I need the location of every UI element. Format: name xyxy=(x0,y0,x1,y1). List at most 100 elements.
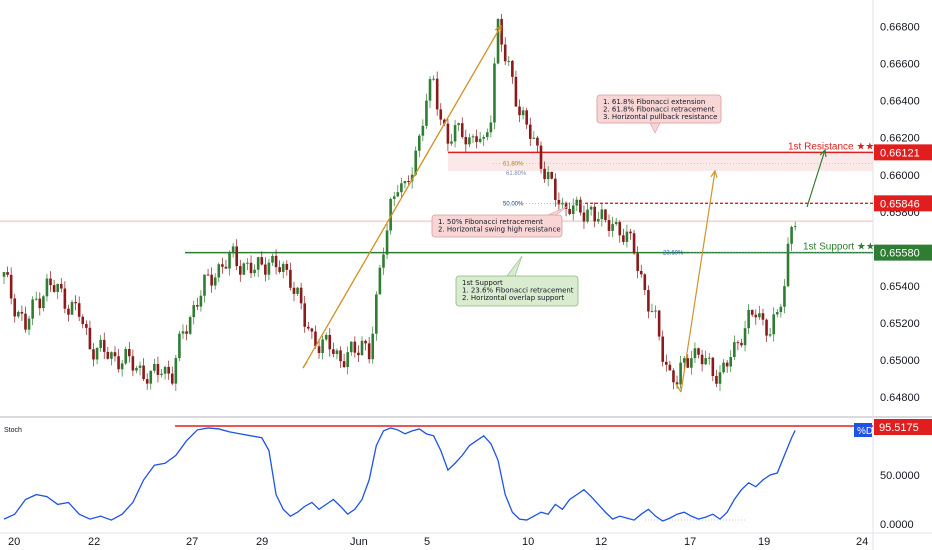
time-tick-label: 29 xyxy=(256,536,268,548)
candle-body xyxy=(643,274,647,291)
candle-body xyxy=(342,361,346,368)
candle-body xyxy=(503,44,507,62)
candle-body xyxy=(49,278,52,286)
candle-body xyxy=(618,222,622,236)
candle-body xyxy=(192,305,196,318)
level-price-value: 0.65580 xyxy=(880,248,920,260)
fib-level-label: 61.80% xyxy=(506,171,527,177)
candle-body xyxy=(443,119,446,124)
candle-body xyxy=(464,136,468,145)
candle-body xyxy=(783,286,786,307)
candle-body xyxy=(178,333,181,359)
candle-body xyxy=(242,263,246,275)
candle-body xyxy=(339,350,342,362)
stoch-label: Stoch xyxy=(4,427,22,434)
candle-body xyxy=(733,342,736,358)
candle-body xyxy=(661,336,665,362)
candle-body xyxy=(793,226,797,228)
candle-body xyxy=(271,255,274,263)
price-tick-label: 0.66000 xyxy=(880,170,920,182)
level-name: 1st Support ★★ xyxy=(803,242,875,253)
candle-body xyxy=(145,379,149,384)
candle-body xyxy=(740,342,743,346)
candle-body xyxy=(392,196,396,199)
candle-body xyxy=(614,222,618,225)
candle-body xyxy=(346,352,349,368)
candle-body xyxy=(632,233,636,254)
candle-body xyxy=(772,314,775,335)
candle-body xyxy=(786,243,790,287)
candle-body xyxy=(106,351,110,359)
candle-body xyxy=(532,137,536,139)
candle-body xyxy=(450,141,453,144)
candle-body xyxy=(550,171,554,179)
candle-body xyxy=(31,299,34,319)
candle-body xyxy=(360,340,364,356)
candle-body xyxy=(278,267,281,272)
candle-body xyxy=(493,63,496,123)
candle-body xyxy=(160,373,163,375)
candle-body xyxy=(135,367,138,371)
candle-body xyxy=(213,277,217,286)
candle-body xyxy=(511,60,514,77)
stoch-series-line xyxy=(3,427,796,522)
candle-body xyxy=(299,287,303,304)
candle-body xyxy=(67,308,70,315)
candle-body xyxy=(378,267,382,295)
time-tick-label: 19 xyxy=(758,536,770,548)
candle-body xyxy=(647,290,650,312)
candle-body xyxy=(142,365,145,380)
candle-body xyxy=(571,205,575,215)
candle-body xyxy=(636,253,639,271)
time-tick-label: 12 xyxy=(595,536,607,548)
candle-body xyxy=(414,150,417,175)
candle-body xyxy=(579,199,582,213)
candle-body xyxy=(332,349,335,355)
stoch-value-tag xyxy=(874,419,932,435)
candle-body xyxy=(196,305,199,307)
price-tick-label: 0.66200 xyxy=(880,133,920,145)
candle-body xyxy=(206,274,210,276)
candle-body xyxy=(707,357,711,359)
candle-body xyxy=(27,318,31,330)
candle-body xyxy=(260,257,264,265)
candle-body xyxy=(6,272,9,275)
candle-body xyxy=(765,319,768,336)
candle-body xyxy=(371,333,375,360)
candle-body xyxy=(715,375,718,384)
level-price-tag xyxy=(874,244,932,261)
candle-body xyxy=(471,136,475,138)
candle-body xyxy=(59,283,63,289)
candle-body xyxy=(174,358,178,384)
candle-body xyxy=(775,312,779,315)
candle-body xyxy=(238,266,242,275)
candle-body xyxy=(611,224,614,231)
level-price-value: 0.65846 xyxy=(880,198,920,210)
candle-body xyxy=(77,303,81,317)
candle-body xyxy=(790,226,793,244)
candle-body xyxy=(328,334,332,350)
candle-body xyxy=(489,122,493,133)
candle-body xyxy=(296,287,299,294)
time-tick-label: Jun xyxy=(350,536,368,548)
candle-body xyxy=(52,285,56,292)
candle-body xyxy=(428,79,432,101)
candle-body xyxy=(281,263,285,272)
candle-body xyxy=(546,171,550,180)
candle-body xyxy=(149,370,153,384)
candle-body xyxy=(507,60,511,62)
candle-body xyxy=(453,125,457,142)
candle-body xyxy=(457,123,460,126)
candle-body xyxy=(199,295,203,307)
candle-body xyxy=(417,135,421,151)
candle-body xyxy=(622,235,625,242)
candle-body xyxy=(410,174,414,182)
candle-body xyxy=(117,356,120,370)
time-axis: 20 22 27 29 Jun 5 10 12 17 19 24 xyxy=(0,532,932,548)
candle-body xyxy=(779,306,783,313)
time-tick-label: 24 xyxy=(856,536,868,548)
callout-box xyxy=(431,214,563,238)
callout-line: 2. Horizontal swing high resistance xyxy=(438,226,561,234)
callout-line: 1st Support xyxy=(462,279,503,287)
candle-body xyxy=(389,198,392,231)
